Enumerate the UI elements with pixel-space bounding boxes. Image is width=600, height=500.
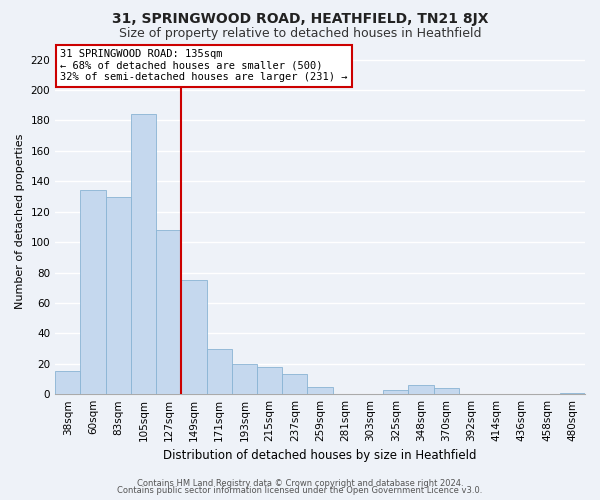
Bar	[232, 364, 257, 394]
Bar	[55, 372, 80, 394]
Bar	[560, 392, 585, 394]
Bar	[206, 348, 232, 394]
Bar	[282, 374, 307, 394]
Bar	[307, 386, 332, 394]
Text: Size of property relative to detached houses in Heathfield: Size of property relative to detached ho…	[119, 28, 481, 40]
Bar	[181, 280, 206, 394]
Bar	[409, 385, 434, 394]
Bar	[80, 190, 106, 394]
Bar	[131, 114, 156, 394]
Bar	[383, 390, 409, 394]
Text: Contains HM Land Registry data © Crown copyright and database right 2024.: Contains HM Land Registry data © Crown c…	[137, 478, 463, 488]
Bar	[106, 196, 131, 394]
Text: Contains public sector information licensed under the Open Government Licence v3: Contains public sector information licen…	[118, 486, 482, 495]
Bar	[257, 367, 282, 394]
Y-axis label: Number of detached properties: Number of detached properties	[15, 133, 25, 308]
X-axis label: Distribution of detached houses by size in Heathfield: Distribution of detached houses by size …	[163, 450, 477, 462]
Text: 31 SPRINGWOOD ROAD: 135sqm
← 68% of detached houses are smaller (500)
32% of sem: 31 SPRINGWOOD ROAD: 135sqm ← 68% of deta…	[61, 49, 348, 82]
Bar	[434, 388, 459, 394]
Bar	[156, 230, 181, 394]
Text: 31, SPRINGWOOD ROAD, HEATHFIELD, TN21 8JX: 31, SPRINGWOOD ROAD, HEATHFIELD, TN21 8J…	[112, 12, 488, 26]
